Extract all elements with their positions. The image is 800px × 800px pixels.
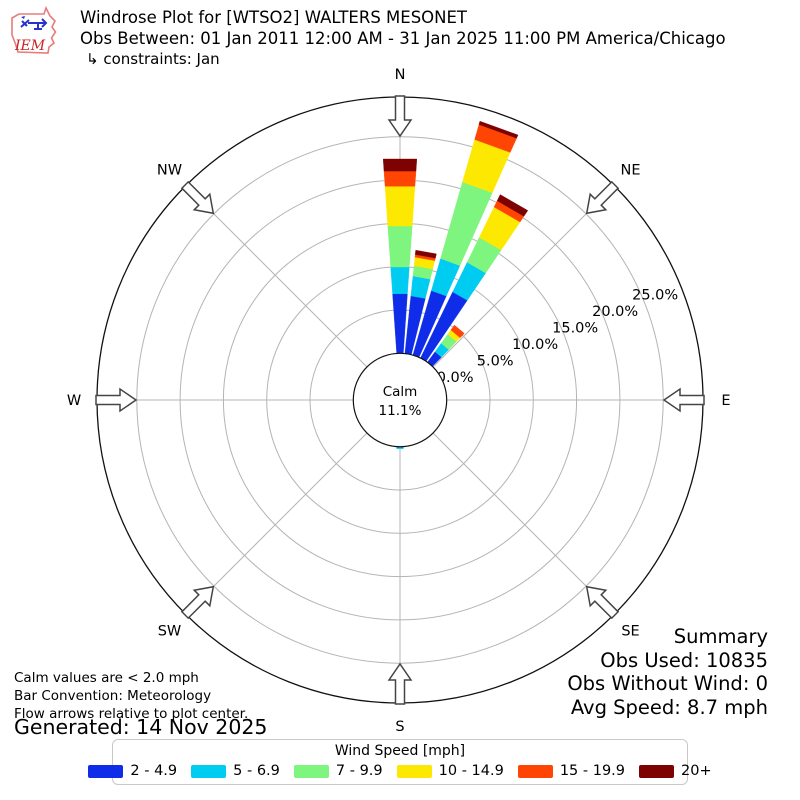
plot-title: Windrose Plot for [WTSO2] WALTERS MESONE… <box>80 8 468 27</box>
note-line-0: Calm values are < 2.0 mph <box>14 670 199 686</box>
windrose-petal-segment <box>450 324 465 339</box>
legend-item-1: 5 - 6.9 <box>191 763 280 779</box>
polar-spoke <box>432 432 615 615</box>
calm-value: 11.1% <box>379 403 422 419</box>
compass-label-n: N <box>395 67 406 83</box>
summary-block: Summary Obs Used: 10835 Obs Without Wind… <box>567 625 768 719</box>
legend-label: 20+ <box>681 763 712 779</box>
legend-swatch-icon <box>88 764 124 778</box>
summary-title: Summary <box>673 625 768 648</box>
windrose-petal-segment <box>410 275 431 299</box>
summary-avg-speed: Avg Speed: 8.7 mph <box>570 695 768 719</box>
legend-swatch-icon <box>639 764 675 778</box>
ring-label: 5.0% <box>477 354 514 370</box>
legend-label: 7 - 9.9 <box>335 763 383 779</box>
legend-title: Wind Speed [mph] <box>334 743 466 759</box>
windrose-petal-segment <box>396 447 404 449</box>
ring-label: 15.0% <box>552 320 598 336</box>
flow-arrow-icon <box>387 662 413 705</box>
compass-label-nw: NW <box>157 162 182 178</box>
flow-arrow-icon <box>585 585 620 620</box>
ring-label: 25.0% <box>632 287 678 303</box>
compass-label-w: W <box>67 393 81 409</box>
note-line-2: Flow arrows relative to plot center. <box>14 706 249 722</box>
legend-swatch-icon <box>517 764 553 778</box>
plot-notes: Calm values are < 2.0 mph Bar Convention:… <box>14 669 248 723</box>
ring-label: 20.0% <box>592 304 638 320</box>
windrose-petal-segment <box>415 249 437 259</box>
iowa-outline-icon <box>11 5 57 54</box>
legend-swatch-icon <box>191 764 227 778</box>
summary-obs-used: Obs Used: 10835 <box>600 648 768 672</box>
windrose-petal-segment <box>387 225 413 268</box>
flow-arrow-icon <box>180 180 215 215</box>
wind-speed-legend: Wind Speed [mph] 2 - 4.9 5 - 6.9 7 - 9.9 10… <box>88 739 712 785</box>
legend-label: 2 - 4.9 <box>130 763 178 779</box>
calm-label: Calm <box>383 384 418 400</box>
windrose-petal-segment <box>496 194 529 217</box>
iem-logo: IEM <box>11 5 57 54</box>
ring-label: 0.0% <box>437 370 474 386</box>
legend-label: 5 - 6.9 <box>233 763 280 779</box>
windrose-petal-segment <box>384 186 416 227</box>
note-line-1: Bar Convention: Meteorology <box>14 688 212 704</box>
ring-label: 10.0% <box>512 337 558 353</box>
plot-subtitle: Obs Between: 01 Jan 2011 12:00 AM - 31 J… <box>80 29 726 48</box>
windrose-petal-segment <box>383 170 417 187</box>
polar-spoke <box>185 185 368 368</box>
flow-arrow-icon <box>662 387 705 413</box>
compass-label-se: SE <box>621 624 639 640</box>
polar-spoke <box>185 432 368 615</box>
windrose-petal-segment <box>478 120 519 139</box>
flow-arrow-icon <box>180 585 215 620</box>
header: Windrose Plot for [WTSO2] WALTERS MESONE… <box>80 7 726 69</box>
flow-arrow-icon <box>387 95 413 138</box>
legend-label: 10 - 14.9 <box>438 763 504 779</box>
generated-date: Generated: 14 Nov 2025 <box>14 715 268 739</box>
compass-label-s: S <box>395 719 404 735</box>
flow-arrow-icon <box>95 387 138 413</box>
legend-item-4: 15 - 19.9 <box>517 763 626 779</box>
windrose-petal-segment <box>390 266 410 294</box>
iem-logo-text: IEM <box>14 38 46 54</box>
legend-swatch-icon <box>396 764 432 778</box>
compass-label-ne: NE <box>621 162 641 178</box>
legend-item-2: 7 - 9.9 <box>293 763 383 779</box>
compass-label-sw: SW <box>158 624 182 640</box>
legend-item-3: 10 - 14.9 <box>396 763 504 779</box>
windrose-petal-segment <box>382 158 418 172</box>
windrose-petal-segment <box>392 293 408 354</box>
flow-arrow-icon <box>585 180 620 215</box>
weather-station-icon <box>20 16 48 30</box>
legend-item-5: 20+ <box>639 763 712 779</box>
summary-obs-without-wind: Obs Without Wind: 0 <box>567 672 768 695</box>
legend-swatch-icon <box>293 764 329 778</box>
legend-label: 15 - 19.9 <box>559 763 626 779</box>
calm-circle <box>352 352 448 448</box>
legend-item-0: 2 - 4.9 <box>88 763 177 779</box>
compass-label-e: E <box>721 393 730 409</box>
legend-items: 2 - 4.9 5 - 6.9 7 - 9.9 10 - 14.9 15 - 19.9 2… <box>88 763 712 779</box>
polar-spoke <box>432 185 615 368</box>
plot-constraints: ↳ constraints: Jan <box>86 50 220 68</box>
